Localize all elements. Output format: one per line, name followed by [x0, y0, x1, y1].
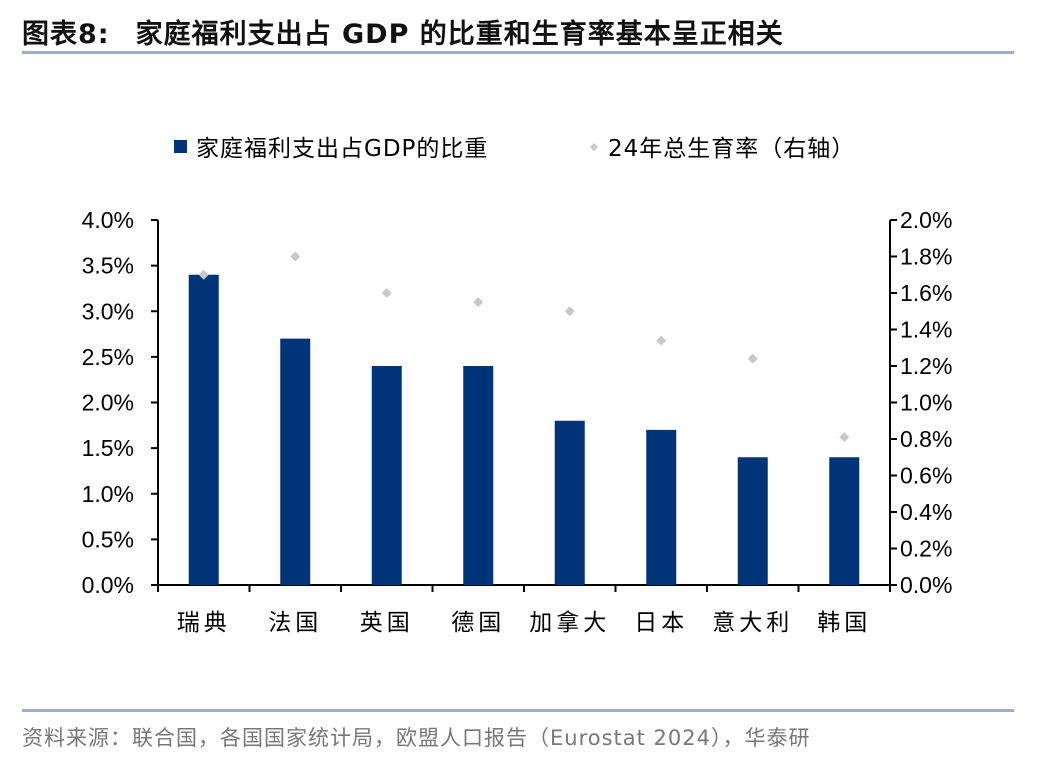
bar-5 — [646, 429, 677, 585]
source-note: 资料来源：联合国，各国国家统计局，欧盟人口报告（Eurostat 2024），华… — [22, 726, 811, 750]
left-tick-label: 1.0% — [82, 481, 134, 507]
title-text: 家庭福利支出占 GDP 的比重和生育率基本呈正相关 — [135, 19, 784, 50]
fertility-point-3 — [473, 297, 484, 308]
category-label: 加拿大 — [529, 609, 610, 636]
legend-bar-swatch — [174, 140, 187, 153]
left-tick-label: 2.0% — [82, 390, 134, 416]
left-tick-label: 0.0% — [82, 572, 134, 598]
figure-label: 图表8: — [22, 19, 110, 50]
right-tick-label: 0.4% — [900, 499, 952, 525]
left-tick-label: 1.5% — [82, 435, 134, 461]
fertility-point-2 — [381, 288, 392, 298]
bar-4 — [554, 420, 585, 585]
chart-title: 图表8: 家庭福利支出占 GDP 的比重和生育率基本呈正相关 — [22, 12, 784, 51]
fertility-point-6 — [747, 353, 758, 364]
right-tick-label: 0.2% — [900, 536, 952, 562]
fertility-point-1 — [290, 251, 301, 262]
left-tick-label: 0.5% — [82, 526, 134, 552]
legend-point-swatch — [590, 143, 598, 151]
right-tick-label: 0.6% — [900, 463, 952, 489]
bar-7 — [829, 457, 860, 585]
category-label: 瑞典 — [177, 610, 231, 636]
category-label: 日本 — [634, 610, 688, 636]
bar-2 — [371, 366, 402, 585]
legend-point-label: 24年总生育率（右轴） — [608, 136, 855, 162]
fertility-point-4 — [564, 306, 575, 317]
left-tick-label: 3.0% — [82, 298, 134, 324]
bar-1 — [280, 338, 311, 585]
right-tick-label: 1.2% — [900, 353, 952, 379]
legend-bar-label: 家庭福利支出占GDP的比重 — [196, 136, 488, 162]
chart: 0.0% 0.5% 1.0% 1.5% 2.0% 2.5% 3.0% 3.5% 4.0% 0.0%… — [82, 136, 953, 636]
left-tick-label: 3.5% — [82, 253, 134, 279]
right-tick-label: 1.4% — [900, 317, 952, 343]
category-label: 德国 — [451, 610, 505, 636]
left-tick-label: 4.0% — [82, 207, 134, 233]
right-tick-label: 1.6% — [900, 280, 952, 306]
right-tick-label: 1.0% — [900, 390, 952, 416]
bar-3 — [463, 366, 494, 585]
right-tick-label: 1.8% — [900, 244, 952, 270]
footer-divider — [22, 709, 1014, 712]
fertility-point-0 — [198, 269, 209, 280]
fertility-point-5 — [656, 335, 667, 346]
category-label: 韩国 — [817, 610, 871, 636]
fertility-point-7 — [839, 432, 850, 443]
right-tick-label: 0.8% — [900, 426, 952, 452]
category-label: 法国 — [268, 610, 322, 636]
bar-0 — [188, 274, 219, 585]
right-tick-label: 2.0% — [900, 207, 952, 233]
left-tick-label: 2.5% — [82, 344, 134, 370]
bar-6 — [737, 457, 768, 585]
category-label: 意大利 — [712, 610, 793, 636]
category-label: 英国 — [360, 610, 414, 636]
right-tick-label: 0.0% — [900, 572, 952, 598]
title-divider — [22, 51, 1014, 54]
